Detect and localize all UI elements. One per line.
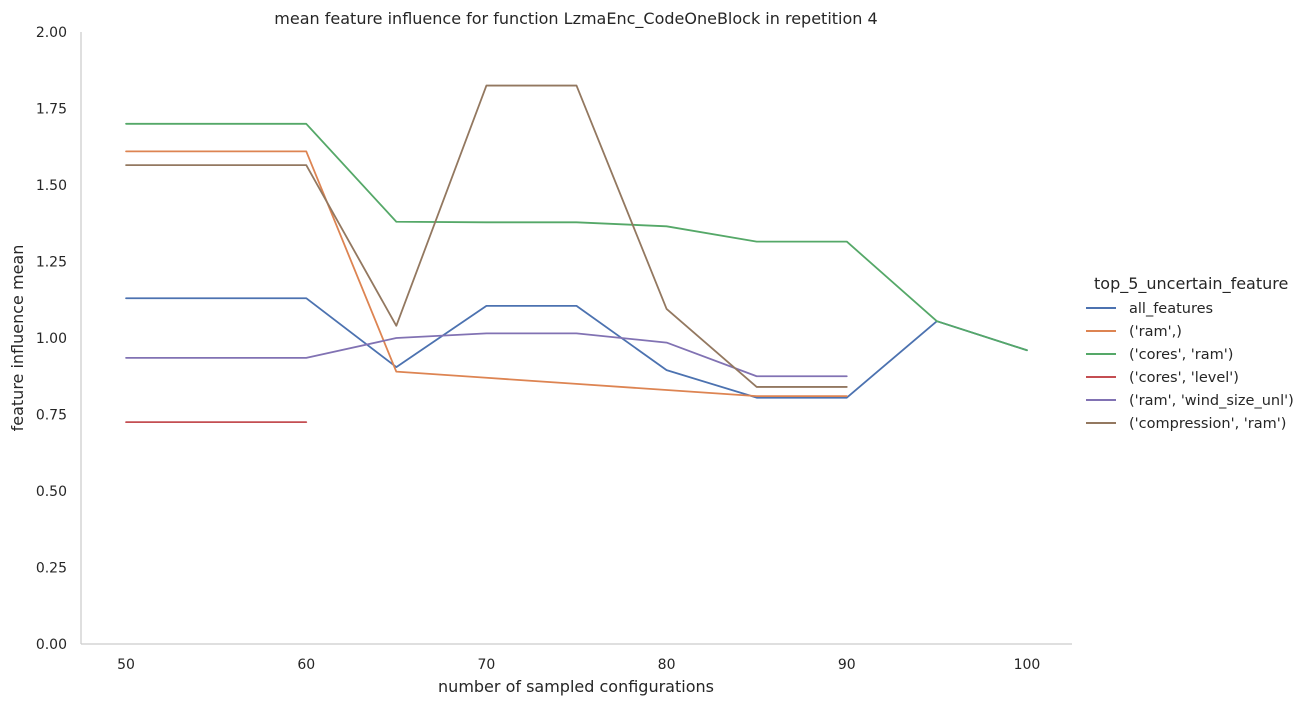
y-tick-label: 1.00 (36, 331, 67, 347)
chart-title: mean feature influence for function Lzma… (274, 9, 877, 29)
legend-label-2: ('cores', 'ram') (1129, 347, 1233, 363)
x-tick-label: 50 (117, 657, 135, 673)
y-tick-label: 0.25 (36, 561, 67, 577)
y-tick-label: 0.75 (36, 408, 67, 424)
legend-label-1: ('ram',) (1129, 324, 1182, 340)
y-tick-label: 0.00 (36, 637, 67, 653)
x-axis-ticks: 50 60 70 80 90 100 (117, 657, 1040, 673)
y-tick-label: 0.50 (36, 484, 67, 500)
x-tick-label: 60 (297, 657, 315, 673)
x-tick-label: 100 (1014, 657, 1041, 673)
y-tick-label: 2.00 (36, 25, 67, 41)
y-axis-label: feature influence mean (8, 245, 27, 432)
series-line-0 (125, 297, 1028, 399)
series-line-1 (125, 150, 848, 398)
x-axis-label: number of sampled configurations (438, 677, 714, 696)
legend-label-5: ('compression', 'ram') (1129, 416, 1286, 432)
legend-label-4: ('ram', 'wind_size_unl') (1129, 393, 1294, 409)
x-tick-label: 80 (658, 657, 676, 673)
x-tick-label: 70 (477, 657, 495, 673)
series-line-2 (125, 122, 1028, 352)
legend-label-0: all_features (1129, 301, 1213, 317)
y-tick-label: 1.75 (36, 102, 67, 118)
y-tick-label: 1.25 (36, 255, 67, 271)
x-tick-label: 90 (838, 657, 856, 673)
series-lines (125, 84, 1028, 424)
series-line-4 (125, 332, 848, 378)
y-tick-label: 1.50 (36, 178, 67, 194)
legend-title: top_5_uncertain_feature (1094, 274, 1288, 294)
legend-items: all_features ('ram',) ('cores', 'ram') ('co… (1086, 301, 1294, 432)
legend: top_5_uncertain_feature all_features ('ra… (1086, 274, 1294, 432)
legend-label-3: ('cores', 'level') (1129, 370, 1239, 386)
series-line-5 (125, 84, 848, 388)
y-axis-ticks: 0.00 0.25 0.50 0.75 1.00 1.25 1.50 1.75 2.00 (36, 25, 67, 653)
